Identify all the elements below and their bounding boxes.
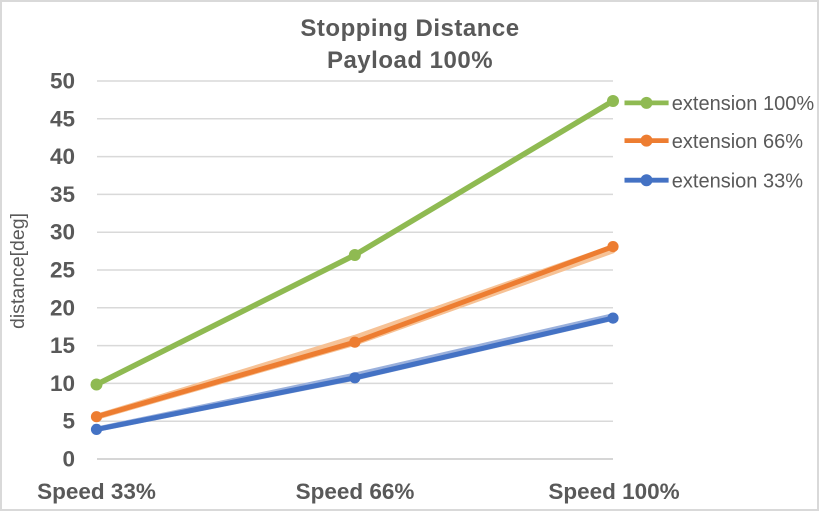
svg-text:20: 20: [50, 295, 75, 320]
svg-text:10: 10: [50, 371, 75, 396]
svg-text:45: 45: [50, 106, 75, 131]
svg-text:Speed 100%: Speed 100%: [548, 479, 679, 504]
svg-text:extension 100%: extension 100%: [672, 93, 815, 115]
svg-text:50: 50: [50, 69, 75, 94]
svg-text:distance[deg]: distance[deg]: [7, 213, 29, 329]
svg-text:15: 15: [50, 333, 75, 358]
svg-text:Stopping Distance: Stopping Distance: [300, 15, 519, 42]
svg-text:40: 40: [50, 144, 75, 169]
svg-text:35: 35: [50, 182, 75, 207]
svg-text:extension 33%: extension 33%: [672, 171, 803, 193]
svg-text:Speed 66%: Speed 66%: [296, 479, 415, 504]
svg-text:extension 66%: extension 66%: [672, 131, 803, 153]
svg-text:Speed 33%: Speed 33%: [37, 479, 156, 504]
svg-text:Payload 100%: Payload 100%: [327, 47, 493, 74]
svg-text:5: 5: [62, 409, 75, 434]
svg-text:0: 0: [62, 447, 75, 472]
svg-text:30: 30: [50, 220, 75, 245]
svg-text:25: 25: [50, 258, 75, 283]
